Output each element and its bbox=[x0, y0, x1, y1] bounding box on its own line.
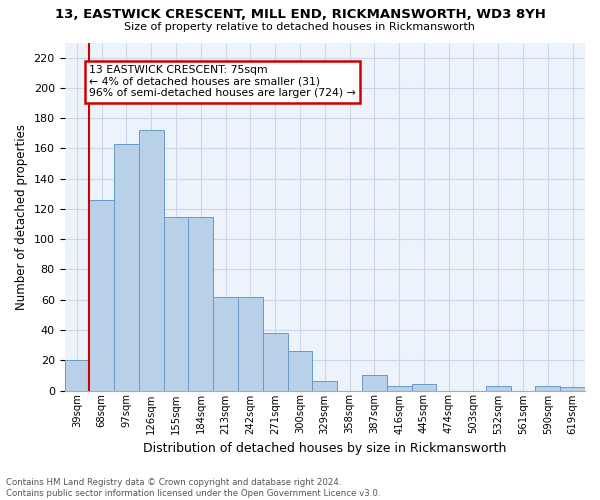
Bar bbox=[89, 200, 114, 390]
Bar bbox=[114, 144, 139, 390]
Bar bbox=[535, 386, 560, 390]
Text: Contains HM Land Registry data © Crown copyright and database right 2024.
Contai: Contains HM Land Registry data © Crown c… bbox=[6, 478, 380, 498]
Bar bbox=[139, 130, 164, 390]
X-axis label: Distribution of detached houses by size in Rickmansworth: Distribution of detached houses by size … bbox=[143, 442, 506, 455]
Y-axis label: Number of detached properties: Number of detached properties bbox=[15, 124, 28, 310]
Text: 13, EASTWICK CRESCENT, MILL END, RICKMANSWORTH, WD3 8YH: 13, EASTWICK CRESCENT, MILL END, RICKMAN… bbox=[55, 8, 545, 20]
Bar bbox=[213, 296, 238, 390]
Bar bbox=[387, 386, 412, 390]
Bar bbox=[65, 360, 89, 390]
Bar bbox=[313, 382, 337, 390]
Bar bbox=[412, 384, 436, 390]
Bar bbox=[486, 386, 511, 390]
Bar bbox=[362, 376, 387, 390]
Text: 13 EASTWICK CRESCENT: 75sqm
← 4% of detached houses are smaller (31)
96% of semi: 13 EASTWICK CRESCENT: 75sqm ← 4% of deta… bbox=[89, 65, 356, 98]
Bar bbox=[188, 216, 213, 390]
Bar bbox=[287, 351, 313, 391]
Bar bbox=[238, 296, 263, 390]
Bar bbox=[560, 388, 585, 390]
Bar bbox=[164, 216, 188, 390]
Bar bbox=[263, 333, 287, 390]
Text: Size of property relative to detached houses in Rickmansworth: Size of property relative to detached ho… bbox=[125, 22, 476, 32]
